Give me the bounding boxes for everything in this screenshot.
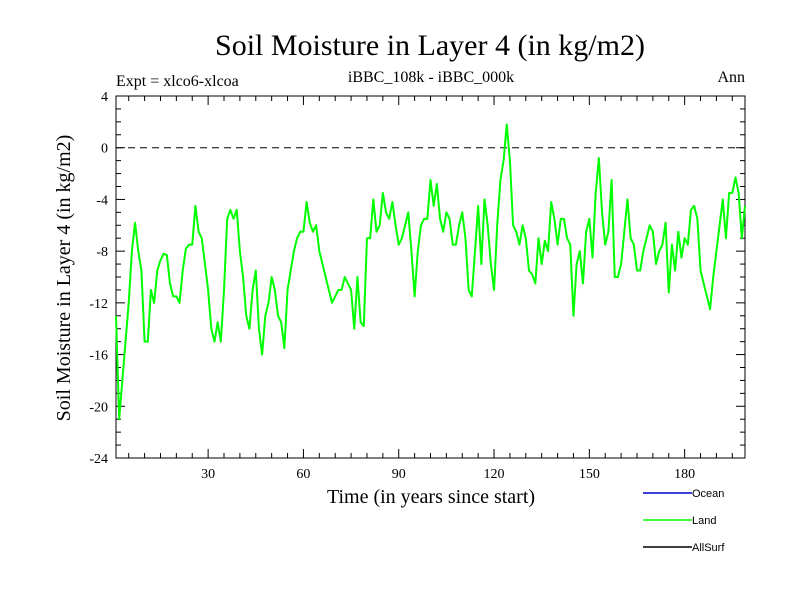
x-tick-label: 120 xyxy=(484,467,505,482)
x-tick-label: 60 xyxy=(296,467,310,482)
x-tick-label: 90 xyxy=(392,467,406,482)
y-tick-label: -20 xyxy=(89,400,108,415)
legend-label-land: Land xyxy=(692,515,716,527)
legend-label-allsurf: AllSurf xyxy=(692,542,725,554)
y-axis-label: Soil Moisture in Layer 4 (in kg/m2) xyxy=(53,135,75,422)
chart-subtitle-left: Expt = xlco6-xlcoa xyxy=(116,73,239,90)
chart-subtitle-center: iBBC_108k - iBBC_000k xyxy=(348,69,514,86)
legend: Ocean Land AllSurf xyxy=(643,488,725,554)
x-tick-label: 30 xyxy=(201,467,215,482)
y-tick-label: -16 xyxy=(89,349,108,364)
chart-subtitle-right: Ann xyxy=(717,69,745,86)
y-tick-label: 4 xyxy=(101,90,108,105)
y-tick-label: -8 xyxy=(96,245,108,260)
series-line-land xyxy=(115,123,746,421)
y-tick-label: -12 xyxy=(89,297,108,312)
x-tick-label: 180 xyxy=(674,467,695,482)
y-tick-label: -24 xyxy=(89,452,108,467)
chart-title: Soil Moisture in Layer 4 (in kg/m2) xyxy=(215,29,645,62)
plot-area: 30 60 90 120 150 180 4 0 -4 -8 -12 -16 -20 -24 xyxy=(89,90,746,482)
y-tick-label: 0 xyxy=(101,142,108,157)
x-tick-label: 150 xyxy=(579,467,600,482)
legend-label-ocean: Ocean xyxy=(692,488,724,500)
y-tick-label: -4 xyxy=(96,193,108,208)
x-axis-label: Time (in years since start) xyxy=(327,486,535,508)
